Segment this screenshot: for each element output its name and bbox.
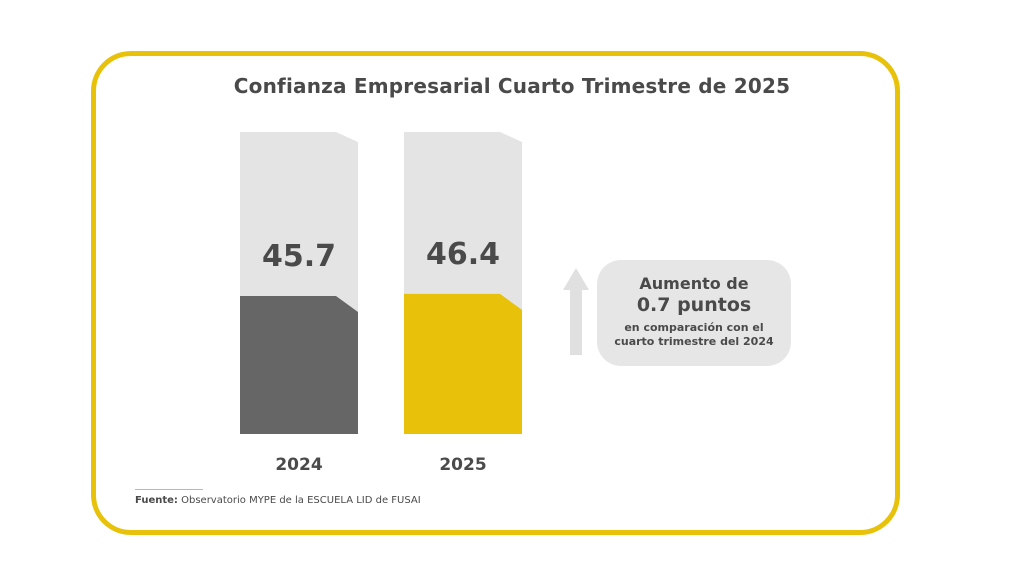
- source-text: Observatorio MYPE de la ESCUELA LID de F…: [181, 495, 421, 506]
- callout-detail-line2: cuarto trimestre del 2024: [614, 335, 774, 348]
- callout-detail-line1: en comparación con el: [624, 321, 764, 334]
- value-label-2024: 45.7: [262, 239, 336, 274]
- callout-heading: Aumento de: [639, 274, 749, 293]
- value-label-2025: 46.4: [426, 237, 500, 272]
- chart-title: Confianza Empresarial Cuarto Trimestre d…: [233, 74, 791, 98]
- callout-detail: en comparación con el cuarto trimestre d…: [597, 321, 791, 349]
- bars-group: 45.7 2024 46.4 2025: [240, 132, 522, 475]
- bar-2024: [240, 295, 358, 434]
- arrow-up-icon: [563, 268, 589, 355]
- callout-value: 0.7 puntos: [636, 294, 752, 316]
- card-frame: [91, 51, 900, 535]
- category-label-2024: 2024: [275, 455, 322, 475]
- source-note: Fuente: Observatorio MYPE de la ESCUELA …: [135, 495, 421, 506]
- bar-2025: [404, 293, 522, 434]
- source-label: Fuente:: [135, 495, 178, 506]
- increase-callout: Aumento de 0.7 puntos en comparación con…: [597, 260, 791, 366]
- source-divider: [135, 489, 203, 490]
- category-label-2025: 2025: [439, 455, 486, 475]
